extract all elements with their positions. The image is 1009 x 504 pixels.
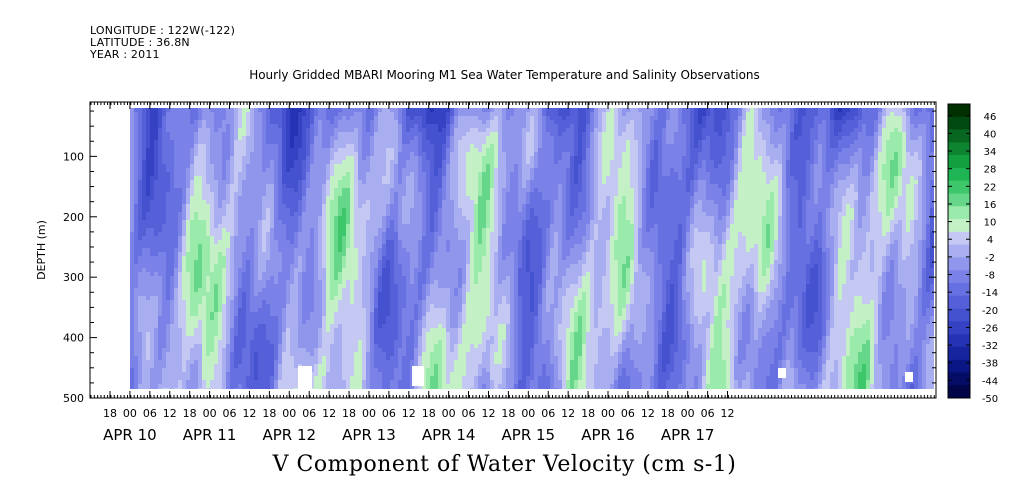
colorbar-label: -50 (982, 394, 998, 405)
x-tick-label: 18 (183, 407, 197, 420)
longitude-label: LONGITUDE : 122W(-122) (90, 24, 236, 37)
x-tick-label: 18 (342, 407, 356, 420)
x-tick-label: 18 (422, 407, 436, 420)
x-tick-label: 12 (561, 407, 575, 420)
colorbar-label: 16 (984, 200, 997, 211)
colorbar-swatch (948, 346, 970, 360)
x-day-label: APR 11 (183, 426, 237, 444)
x-tick-label: 18 (501, 407, 515, 420)
y-tick-label: 100 (63, 150, 84, 163)
x-tick-label: 06 (701, 407, 715, 420)
colorbar-swatch (948, 359, 970, 373)
x-day-label: APR 15 (502, 426, 556, 444)
x-tick-label: 12 (322, 407, 336, 420)
x-tick-label: 12 (402, 407, 416, 420)
colorbar-swatch (948, 104, 970, 118)
x-tick-label: 18 (262, 407, 276, 420)
x-day-label: APR 10 (103, 426, 157, 444)
colorbar-label: -26 (982, 323, 998, 334)
colorbar-label: -38 (982, 359, 998, 370)
x-tick-label: 06 (621, 407, 635, 420)
x-tick-label: 00 (681, 407, 695, 420)
y-tick-label: 400 (63, 332, 84, 345)
latitude-label: LATITUDE : 36.8N (90, 36, 190, 49)
colorbar-swatch (948, 270, 970, 284)
colorbar-swatch (948, 129, 970, 143)
x-tick-label: 12 (242, 407, 256, 420)
y-axis-label: DEPTH (m) (35, 220, 48, 280)
x-axis-label: V Component of Water Velocity (cm s-1) (272, 452, 737, 477)
colorbar-label: 34 (984, 147, 997, 158)
chart-title: Hourly Gridded MBARI Mooring M1 Sea Wate… (249, 68, 760, 82)
x-day-label: APR 13 (342, 426, 396, 444)
colorbar-swatch (948, 231, 970, 245)
colorbar-swatch (948, 334, 970, 348)
y-tick-label: 300 (63, 271, 84, 284)
colorbar-label: -14 (982, 288, 998, 299)
x-tick-label: 00 (123, 407, 137, 420)
colorbar-label: -20 (982, 306, 998, 317)
colorbar-swatch (948, 308, 970, 322)
colorbar-swatch (948, 206, 970, 220)
colorbar-swatch (948, 180, 970, 194)
x-tick-label: 00 (521, 407, 535, 420)
x-tick-label: 00 (442, 407, 456, 420)
y-tick-label: 200 (63, 211, 84, 224)
colorbar-swatch (948, 282, 970, 297)
colorbar-swatch (948, 321, 970, 335)
colorbar-swatch (948, 219, 970, 233)
x-tick-label: 12 (721, 407, 735, 420)
colorbar-label: -32 (982, 341, 998, 352)
x-tick-label: 00 (282, 407, 296, 420)
x-tick-label: 12 (163, 407, 177, 420)
x-tick-label: 06 (302, 407, 316, 420)
x-day-label: APR 14 (422, 426, 476, 444)
colorbar-label: 22 (984, 182, 997, 193)
x-tick-label: 18 (103, 407, 117, 420)
x-tick-label: 00 (203, 407, 217, 420)
colorbar-label: -8 (985, 271, 995, 282)
colorbar-label: 46 (984, 112, 997, 123)
x-tick-label: 06 (541, 407, 555, 420)
x-tick-label: 18 (661, 407, 675, 420)
year-label: YEAR : 2011 (90, 48, 160, 61)
heatmap-field (130, 108, 934, 389)
x-tick-label: 12 (641, 407, 655, 420)
x-tick-label: 06 (382, 407, 396, 420)
colorbar-swatch (948, 155, 970, 169)
colorbar-swatch (948, 116, 970, 130)
x-day-label: APR 16 (581, 426, 635, 444)
x-tick-label: 00 (362, 407, 376, 420)
colorbar: 46 40 34 28 22 16 10 4 -2 -8 -14 -20 -26 -32 -38 -44 -50 (947, 103, 998, 405)
colorbar-swatch (948, 142, 970, 156)
colorbar-label: 40 (984, 129, 997, 140)
x-tick-label: 00 (601, 407, 615, 420)
colorbar-swatch (948, 244, 970, 258)
x-tick-label: 06 (143, 407, 157, 420)
colorbar-swatch (948, 167, 970, 181)
x-day-label: APR 17 (661, 426, 715, 444)
colorbar-swatch (948, 295, 970, 309)
axes: 18 00 06 12 18 00 06 12 18 00 06 12 18 00 06 12 18 00 06 12… (63, 102, 936, 444)
colorbar-swatch (948, 193, 970, 207)
x-tick-label: 06 (462, 407, 476, 420)
x-day-label: APR 12 (262, 426, 316, 444)
colorbar-swatch (948, 372, 970, 386)
x-tick-label: 18 (581, 407, 595, 420)
colorbar-label: -2 (985, 253, 995, 264)
y-tick-label: 500 (63, 392, 84, 405)
x-tick-label: 06 (223, 407, 237, 420)
x-tick-label: 12 (481, 407, 495, 420)
colorbar-label: 28 (984, 165, 997, 176)
colorbar-label: -44 (982, 376, 998, 387)
colorbar-swatch (948, 385, 970, 399)
colorbar-label: 10 (984, 218, 997, 229)
colorbar-swatch (948, 257, 970, 271)
colorbar-label: 4 (987, 235, 993, 246)
